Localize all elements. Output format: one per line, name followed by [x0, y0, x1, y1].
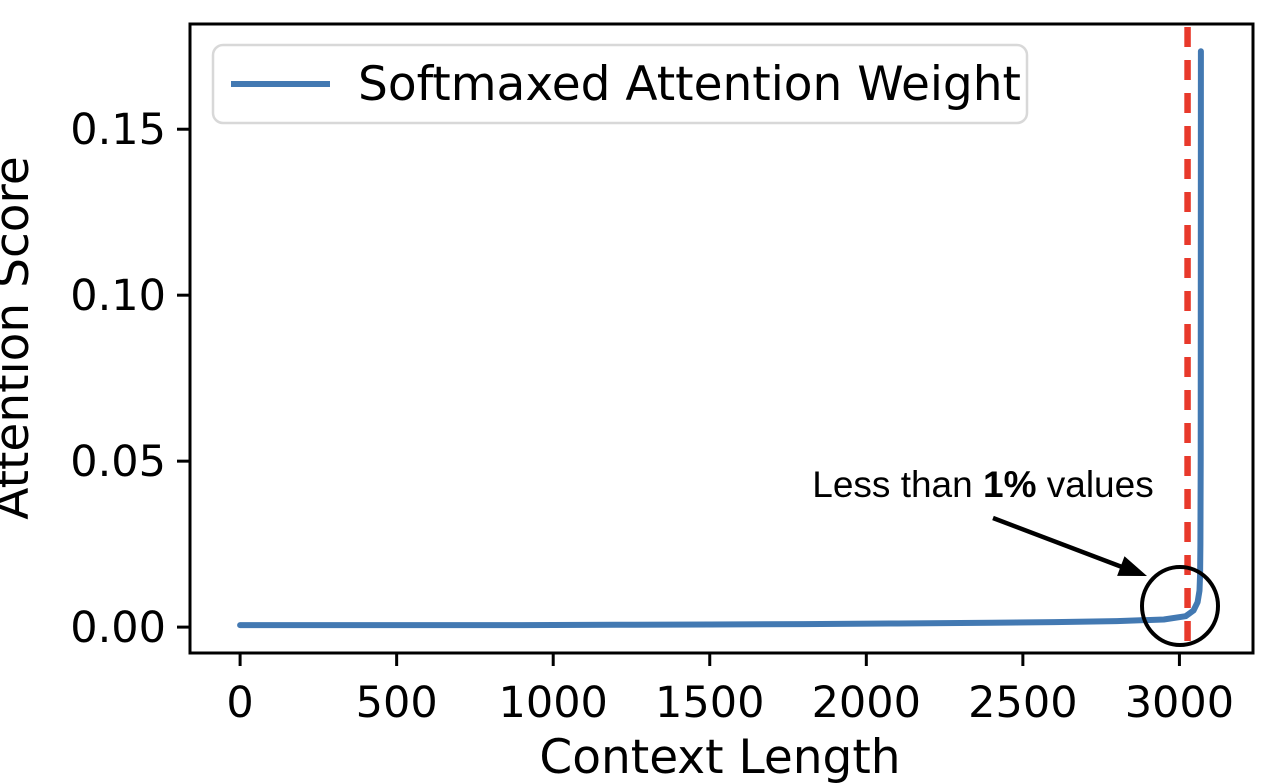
annotation-arrow-head-icon	[1117, 556, 1147, 576]
plot-border	[188, 22, 1255, 655]
x-tick-label: 2500	[968, 678, 1077, 728]
x-tick-label: 3000	[1125, 678, 1234, 728]
annotation-arrow-shaft	[992, 515, 1123, 570]
legend: Softmaxed Attention Weight	[211, 43, 1029, 125]
y-tick-label: 0.05	[70, 437, 166, 487]
x-axis-ticks: 0 500 1000 1500 2000 2500 3000	[226, 653, 1234, 728]
y-axis-label: Attention Score	[0, 156, 40, 520]
x-tick-label: 500	[356, 678, 438, 728]
x-tick-label: 1500	[655, 678, 764, 728]
highlight-circle	[1140, 565, 1220, 647]
x-tick-label: 1000	[498, 678, 607, 728]
annotation-text-part: Less than	[812, 464, 983, 505]
annotation-text-bold-part: 1%	[983, 464, 1036, 505]
x-tick-label: 2000	[812, 678, 921, 728]
annotation-text: Less than 1% values	[812, 464, 1153, 505]
annotation-group: Less than 1% values	[812, 464, 1220, 647]
plot-layer: 0 500 1000 1500 2000 2500 3000 0.00 0.05 0.10 0.1…	[70, 27, 1234, 728]
annotation-text-part: values	[1036, 464, 1153, 505]
y-tick-label: 0.10	[70, 271, 166, 321]
y-axis-ticks: 0.00 0.05 0.10 0.15	[70, 105, 190, 653]
y-tick-label: 0.15	[70, 105, 166, 155]
x-tick-label: 0	[226, 678, 253, 728]
softmaxed-attention-line	[237, 48, 1204, 629]
legend-label: Softmaxed Attention Weight	[358, 57, 1021, 112]
y-tick-label: 0.00	[70, 603, 166, 653]
legend-box	[211, 43, 1029, 125]
x-axis-label: Context Length	[539, 730, 900, 783]
